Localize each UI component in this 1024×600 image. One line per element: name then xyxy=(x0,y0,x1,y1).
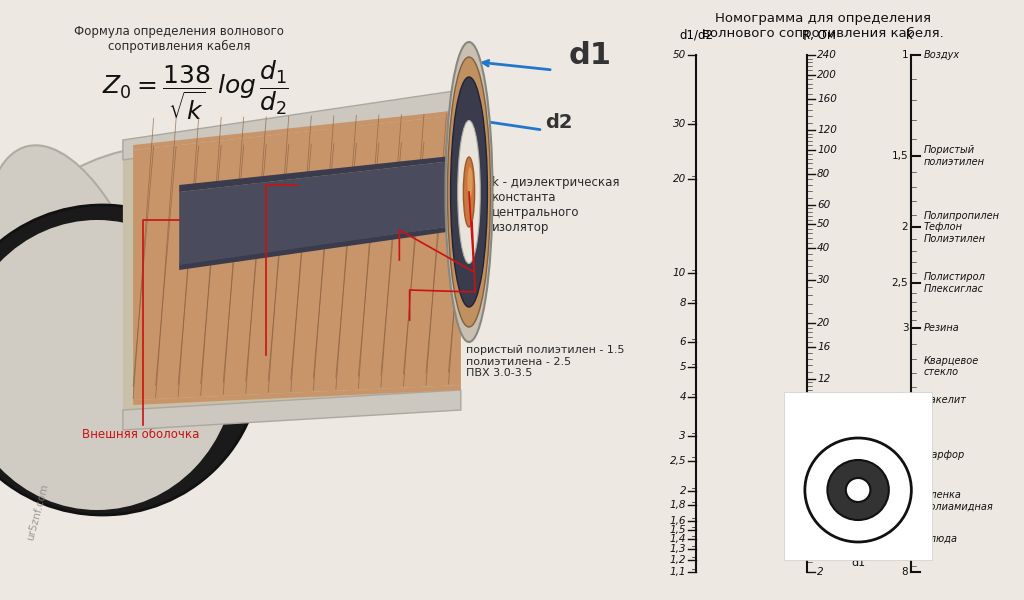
Text: 1,2: 1,2 xyxy=(670,555,686,565)
Text: 2,5: 2,5 xyxy=(892,278,908,288)
Text: 30: 30 xyxy=(673,119,686,129)
Text: Пористый
полиэтилен: Пористый полиэтилен xyxy=(924,145,985,167)
Text: Изолятор: Изолятор xyxy=(412,324,470,337)
Circle shape xyxy=(0,205,261,515)
Text: 6: 6 xyxy=(680,337,686,347)
Text: 1,8: 1,8 xyxy=(670,500,686,510)
Text: 16: 16 xyxy=(817,343,830,352)
Text: ur5znf.com: ur5znf.com xyxy=(26,483,50,542)
Text: d2: d2 xyxy=(545,113,572,131)
Text: 50: 50 xyxy=(673,50,686,60)
Text: 20: 20 xyxy=(817,319,830,328)
Text: 20: 20 xyxy=(673,174,686,184)
Text: d1/d2: d1/d2 xyxy=(679,29,714,42)
Text: пористый полиэтилен - 1.5
полиэтилена - 2.5
ПВХ 3.0-3.5: пористый полиэтилен - 1.5 полиэтилена - … xyxy=(466,345,625,378)
Text: 12: 12 xyxy=(817,374,830,383)
Text: 3: 3 xyxy=(680,431,686,441)
Text: Пленка
полиамидная: Пленка полиамидная xyxy=(924,490,993,511)
Text: 1,5: 1,5 xyxy=(892,151,908,161)
Text: 1,6: 1,6 xyxy=(670,516,686,526)
Text: Внешняя оболочка: Внешняя оболочка xyxy=(82,428,200,441)
Text: $Z_0 = \dfrac{138}{\sqrt{k}}\,log\,\dfrac{d_1}{d_2}$: $Z_0 = \dfrac{138}{\sqrt{k}}\,log\,\dfra… xyxy=(102,58,290,122)
Text: 4: 4 xyxy=(680,392,686,402)
Text: 1: 1 xyxy=(902,50,908,60)
Text: 240: 240 xyxy=(817,50,837,60)
Text: 8: 8 xyxy=(680,298,686,308)
Text: 7: 7 xyxy=(902,534,908,544)
Ellipse shape xyxy=(463,157,475,227)
Text: Формула определения волнового
сопротивления кабеля: Формула определения волнового сопротивле… xyxy=(75,25,284,53)
Text: Полипропилен
Тефлон
Полиэтилен: Полипропилен Тефлон Полиэтилен xyxy=(924,211,999,244)
Ellipse shape xyxy=(0,145,353,435)
Text: 2: 2 xyxy=(680,486,686,496)
Text: 3: 3 xyxy=(817,523,823,533)
Text: 40: 40 xyxy=(817,244,830,253)
Text: R, Ом: R, Ом xyxy=(802,29,836,42)
Polygon shape xyxy=(133,110,461,150)
Polygon shape xyxy=(123,90,461,160)
Text: Слюда: Слюда xyxy=(924,534,957,544)
Text: Резина: Резина xyxy=(924,323,959,333)
Ellipse shape xyxy=(445,42,493,342)
Text: Кварцевое
стекло: Кварцевое стекло xyxy=(924,356,979,377)
Text: 200: 200 xyxy=(817,70,837,80)
Text: 5: 5 xyxy=(817,468,823,478)
Circle shape xyxy=(846,478,870,502)
Text: 160: 160 xyxy=(817,94,837,104)
Polygon shape xyxy=(179,160,461,265)
Text: 50: 50 xyxy=(817,220,830,229)
Polygon shape xyxy=(179,155,461,192)
Text: Медный экран: Медный экран xyxy=(184,358,274,371)
Text: Полистирол
Плексиглас: Полистирол Плексиглас xyxy=(924,272,985,293)
Text: 4: 4 xyxy=(817,492,823,502)
Text: Фарфор: Фарфор xyxy=(924,450,965,460)
Text: 8: 8 xyxy=(902,567,908,577)
Text: 5: 5 xyxy=(680,362,686,372)
Text: Медный
проводник: Медный проводник xyxy=(401,264,469,292)
Text: 10: 10 xyxy=(673,268,686,278)
Text: 60: 60 xyxy=(817,200,830,210)
Text: 4: 4 xyxy=(902,395,908,404)
Text: Воздух: Воздух xyxy=(924,50,959,60)
Circle shape xyxy=(805,438,911,542)
Polygon shape xyxy=(123,110,461,410)
Text: d2: d2 xyxy=(892,466,906,476)
Ellipse shape xyxy=(458,121,480,263)
Text: 1,4: 1,4 xyxy=(670,535,686,544)
Text: 10: 10 xyxy=(817,393,830,403)
Text: k: k xyxy=(906,29,913,42)
Text: 2,5: 2,5 xyxy=(670,456,686,466)
Ellipse shape xyxy=(0,145,171,515)
Text: 1,3: 1,3 xyxy=(670,544,686,554)
Text: 2: 2 xyxy=(902,223,908,232)
Circle shape xyxy=(827,460,889,520)
Text: k - диэлектрическая
константа
центрального
изолятор: k - диэлектрическая константа центрально… xyxy=(492,176,620,234)
Text: 3: 3 xyxy=(902,323,908,333)
Text: d1: d1 xyxy=(851,558,865,568)
Text: 100: 100 xyxy=(817,145,837,155)
Polygon shape xyxy=(123,390,461,430)
Polygon shape xyxy=(133,385,461,405)
Polygon shape xyxy=(179,225,461,270)
Text: 8: 8 xyxy=(817,417,823,427)
Text: 6: 6 xyxy=(817,448,823,458)
Ellipse shape xyxy=(447,57,490,327)
Text: 80: 80 xyxy=(817,169,830,179)
Text: d1: d1 xyxy=(568,40,611,70)
Polygon shape xyxy=(133,115,461,400)
Text: 120: 120 xyxy=(817,125,837,135)
Text: 1,1: 1,1 xyxy=(670,567,686,577)
Text: 6: 6 xyxy=(902,496,908,505)
Ellipse shape xyxy=(0,220,236,510)
Text: Бакелит: Бакелит xyxy=(924,395,967,404)
Text: 1,5: 1,5 xyxy=(670,525,686,535)
Ellipse shape xyxy=(467,167,473,197)
Text: 30: 30 xyxy=(817,275,830,284)
Text: 5: 5 xyxy=(902,450,908,460)
Text: Номограмма для определения
волнового сопротивления кабеля.: Номограмма для определения волнового соп… xyxy=(702,12,944,40)
Bar xyxy=(784,392,932,560)
Text: 2: 2 xyxy=(817,567,823,577)
Ellipse shape xyxy=(451,77,487,307)
